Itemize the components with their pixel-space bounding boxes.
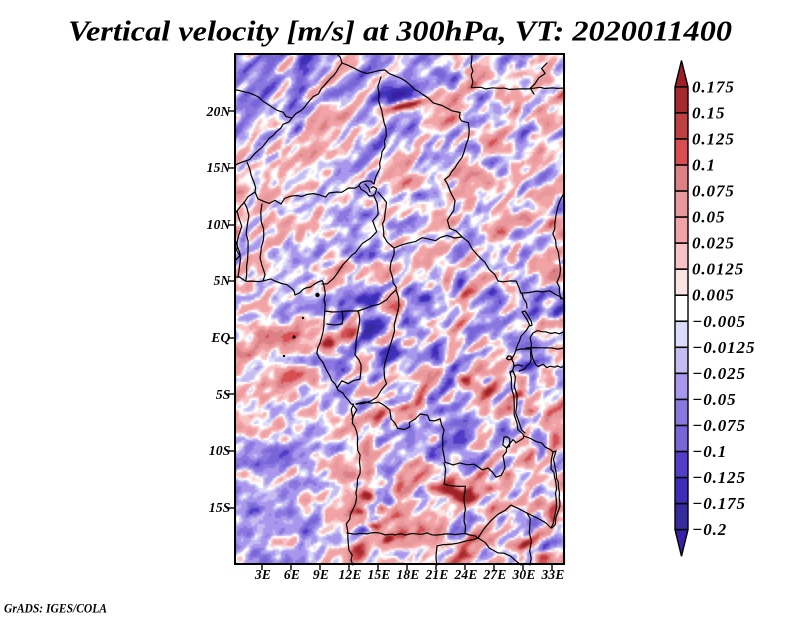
svg-text:0.125: 0.125 [692,129,735,148]
svg-text:10N: 10N [207,217,232,232]
svg-text:−0.175: −0.175 [692,494,746,513]
svg-text:5S: 5S [216,387,231,402]
svg-text:15N: 15N [207,160,232,175]
svg-text:−0.075: −0.075 [692,416,746,435]
svg-text:24E: 24E [453,567,477,582]
svg-text:EQ: EQ [210,330,230,345]
svg-text:−0.1: −0.1 [692,442,727,461]
svg-text:6E: 6E [284,567,300,582]
svg-text:−0.005: −0.005 [692,312,746,331]
svg-text:21E: 21E [424,567,448,582]
svg-text:GrADS: IGES/COLA: GrADS: IGES/COLA [4,601,107,616]
svg-text:5N: 5N [214,273,232,288]
svg-text:0.025: 0.025 [692,234,735,253]
svg-text:−0.025: −0.025 [692,364,746,383]
svg-text:9E: 9E [313,567,329,582]
svg-text:15E: 15E [367,567,390,582]
svg-text:33E: 33E [540,567,564,582]
svg-text:0.1: 0.1 [692,155,716,174]
svg-text:Vertical velocity [m/s] at 300: Vertical velocity [m/s] at 300hPa, VT: 2… [68,16,732,48]
svg-text:0.15: 0.15 [692,103,725,122]
svg-text:12E: 12E [338,567,361,582]
svg-text:0.075: 0.075 [692,182,735,201]
svg-text:0.005: 0.005 [692,286,735,305]
svg-text:0.0125: 0.0125 [692,260,744,279]
svg-text:−0.2: −0.2 [692,520,727,539]
svg-text:15S: 15S [209,500,231,515]
svg-text:−0.0125: −0.0125 [692,338,755,357]
svg-text:−0.125: −0.125 [692,468,746,487]
svg-text:10S: 10S [209,443,231,458]
svg-text:18E: 18E [396,567,419,582]
svg-text:0.05: 0.05 [692,208,725,227]
svg-text:27E: 27E [482,567,506,582]
svg-text:3E: 3E [254,567,271,582]
svg-text:−0.05: −0.05 [692,390,737,409]
svg-text:30E: 30E [511,567,535,582]
svg-text:0.175: 0.175 [692,77,735,96]
svg-text:20N: 20N [206,104,232,119]
